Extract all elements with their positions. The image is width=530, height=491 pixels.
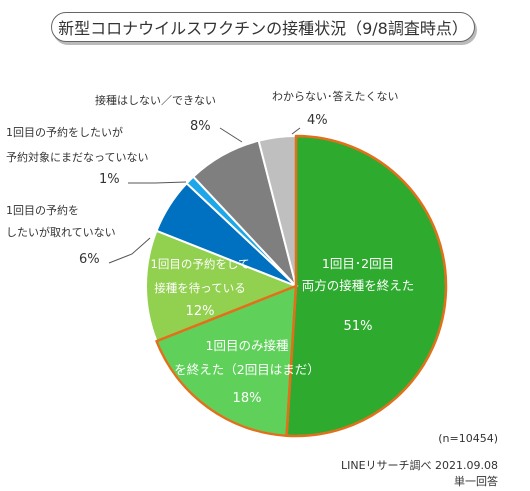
slice-4-percent-label: 6% — [79, 252, 100, 267]
slice-1-label-line-1: 1回目･2回目 — [322, 256, 394, 271]
slice-4-leader-line — [108, 237, 151, 264]
slice-6-percent-label: 8% — [190, 119, 211, 134]
slice-3-wedge — [145, 229, 299, 343]
slice-5-percent-label: 1% — [99, 172, 120, 187]
slice-5-label-line-2: 予約対象にまだなっていない — [6, 150, 148, 164]
chart-title: 新型コロナウイルスワクチンの接種状況（9/8調査時点） — [51, 12, 475, 42]
slice-2-label-line-1: 1回目のみ接種 — [206, 338, 289, 353]
slice-5-label-line-1: 1回目の予約をしたいが — [6, 125, 123, 139]
slice-3-percent-label: 12% — [186, 304, 215, 319]
slice-4-label-line-1: 1回目の予約を — [6, 203, 79, 217]
sample-size: (n=10454) — [438, 432, 498, 445]
slice-3-label-line-2: 接種を待っている — [154, 281, 245, 295]
slice-1-percent-label: 51% — [344, 319, 373, 334]
slice-2-label-line-2: を終えた（2回目はまだ） — [174, 362, 319, 377]
slice-5-leader-line — [128, 181, 187, 184]
slice-2-percent-label: 18% — [233, 391, 262, 406]
slice-6-label-line-1: 接種はしない／できない — [95, 93, 216, 107]
source-note: LINEリサーチ調べ 2021.09.08 — [340, 459, 498, 472]
slice-7-leader-line — [291, 127, 301, 135]
slice-2-highlight-outline — [155, 284, 298, 437]
slice-6-leader-line — [219, 127, 243, 143]
slice-7-label-line-1: わからない･答えたくない — [272, 89, 399, 103]
answer-type: 単一回答 — [454, 475, 498, 488]
slice-7-percent-label: 4% — [307, 113, 328, 128]
slice-1-highlight-outline — [285, 134, 448, 438]
slice-4-label-line-2: したいが取れていない — [6, 225, 116, 239]
slice-3-label-line-1: 1回目の予約をして — [151, 257, 250, 271]
slice-1-label-line-2: 両方の接種を終えた — [302, 278, 415, 293]
